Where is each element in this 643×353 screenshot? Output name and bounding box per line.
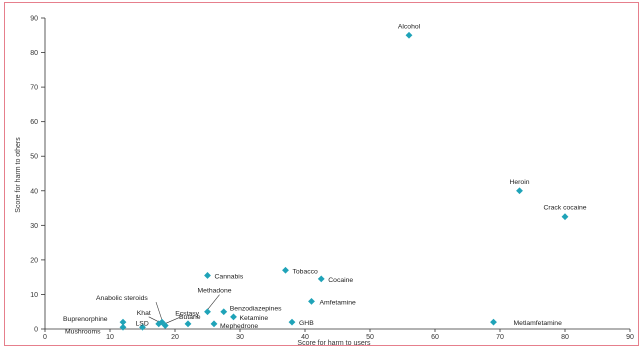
label-methadone: Methadone xyxy=(198,288,232,295)
label-ecstasy: Ecstasy xyxy=(175,311,199,318)
point-alcohol xyxy=(405,31,413,39)
point-khat xyxy=(155,320,163,328)
point-ecstasy xyxy=(161,322,169,329)
x-axis-title: Score for harm to users xyxy=(297,340,371,347)
point-metlamfetamine xyxy=(490,318,497,326)
label-amfetamine: Amfetamine xyxy=(320,299,356,306)
label-metlamfetamine: Metlamfetamine xyxy=(514,320,563,327)
x-tick-label: 30 xyxy=(236,334,244,341)
x-tick-label: 90 xyxy=(626,334,634,341)
y-tick-label: 0 xyxy=(34,327,38,334)
x-tick-label: 10 xyxy=(106,334,114,341)
point-benzodiazepines xyxy=(220,308,228,316)
point-butane xyxy=(184,320,192,328)
label-mushrooms: Mushrooms xyxy=(65,328,101,335)
data-points xyxy=(119,31,569,331)
point-heroin xyxy=(516,187,523,195)
x-tick-label: 80 xyxy=(561,334,569,341)
label-lsd: LSD xyxy=(136,320,149,327)
data-labels: Alcohol Heroin Crack cocaine Tobacco Cannabi… xyxy=(63,23,587,335)
point-mephedrone xyxy=(210,320,218,328)
callout-lines xyxy=(148,294,220,324)
point-amfetamine xyxy=(308,297,315,305)
y-tick-label: 30 xyxy=(30,223,38,230)
label-heroin: Heroin xyxy=(509,179,529,186)
label-benzodiazepines: Benzodiazepines xyxy=(230,306,282,313)
label-cocaine: Cocaine xyxy=(328,277,353,284)
point-ghb xyxy=(288,318,296,326)
x-tick-label: 0 xyxy=(43,334,47,341)
y-tick-label: 90 xyxy=(30,16,38,23)
callout-anabolic-steroids xyxy=(155,301,163,321)
x-tick-label: 50 xyxy=(366,334,374,341)
y-tick-label: 40 xyxy=(30,188,38,195)
label-ketamine: Ketamine xyxy=(240,315,269,322)
label-buprenorphine: Buprenorphine xyxy=(63,316,108,323)
label-ghb: GHB xyxy=(299,320,314,327)
y-tick-label: 70 xyxy=(30,85,38,92)
point-crack-cocaine xyxy=(561,213,569,221)
chart-frame xyxy=(4,2,639,346)
point-methadone xyxy=(204,308,211,316)
x-tick-label: 60 xyxy=(431,334,439,341)
label-anabolic-steroids: Anabolic steroids xyxy=(96,295,148,302)
y-tick-label: 10 xyxy=(30,292,38,299)
point-cocaine xyxy=(317,275,325,283)
point-ketamine xyxy=(230,313,237,321)
x-tick-label: 40 xyxy=(301,334,309,341)
callout-methadone xyxy=(207,294,220,310)
y-tick-label: 80 xyxy=(30,50,38,57)
point-buprenorphine xyxy=(119,318,127,326)
outer-frame xyxy=(4,2,639,346)
label-tobacco: Tobacco xyxy=(293,268,319,275)
chart-axes: 0 10 20 30 40 50 60 70 80 90 0 10 20 30 40 50 60 70 80 90 xyxy=(30,16,634,342)
label-alcohol: Alcohol xyxy=(398,23,421,30)
point-mushrooms xyxy=(119,323,127,331)
y-tick-label: 20 xyxy=(30,257,38,264)
y-axis-title: Score for harm to others xyxy=(15,137,22,213)
point-tobacco xyxy=(282,266,289,274)
y-tick-label: 60 xyxy=(30,119,38,126)
label-cannabis: Cannabis xyxy=(215,273,244,280)
callout-khat xyxy=(148,316,159,323)
y-tick-label: 50 xyxy=(30,154,38,161)
label-crack-cocaine: Crack cocaine xyxy=(543,205,586,212)
point-cannabis xyxy=(204,272,211,279)
x-tick-label: 70 xyxy=(496,334,504,341)
label-khat: Khat xyxy=(137,310,151,317)
point-lsd xyxy=(139,323,146,331)
callout-ecstasy xyxy=(165,317,180,324)
label-butane: Butane xyxy=(179,314,201,321)
label-mephedrone: Mephedrone xyxy=(220,323,258,330)
x-tick-label: 20 xyxy=(171,334,179,341)
